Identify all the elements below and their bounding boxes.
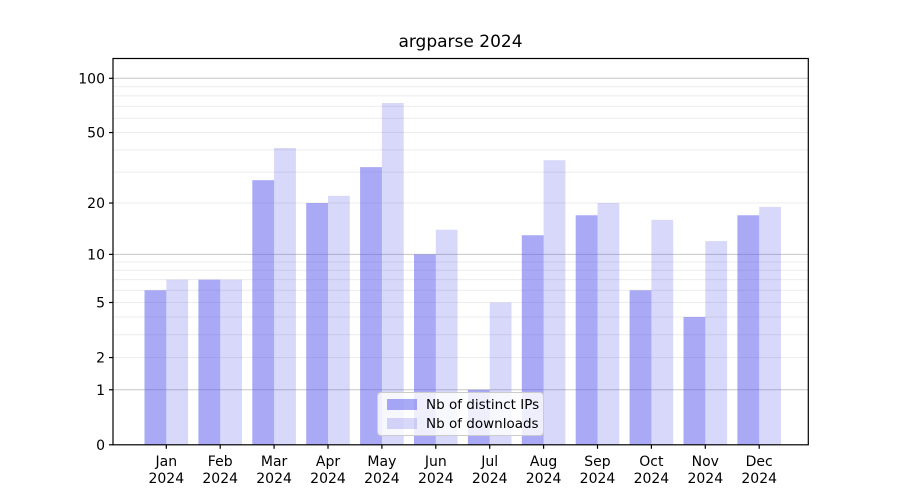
y-tick-label: 1	[96, 383, 105, 399]
x-tick-label-year: 2024	[634, 471, 670, 487]
bar-downloads-mar	[274, 147, 296, 445]
x-tick-label-year: 2024	[418, 471, 454, 487]
y-tick-label: 10	[87, 247, 105, 263]
x-tick-label-year: 2024	[310, 471, 346, 487]
bar-distinct-ips-apr	[306, 203, 328, 445]
chart-title: argparse 2024	[398, 32, 523, 52]
legend-item-downloads: Nb of downloads	[387, 416, 539, 432]
legend-label-downloads: Nb of downloads	[426, 415, 539, 432]
legend-label-distinct-ips: Nb of distinct IPs	[426, 396, 540, 413]
x-tick-label-month: Aug	[530, 454, 557, 470]
x-tick-label-month: Sep	[584, 454, 611, 470]
bar-downloads-aug	[543, 160, 566, 445]
x-tick-label-month: Feb	[208, 454, 233, 470]
y-tick-label: 50	[87, 126, 105, 142]
bar-distinct-ips-mar	[252, 180, 275, 445]
x-tick-label-year: 2024	[364, 471, 400, 487]
x-tick-label-year: 2024	[687, 471, 723, 487]
x-tick-label-month: May	[367, 454, 396, 470]
bar-downloads-sep	[597, 203, 620, 445]
y-tick-label: 0	[96, 438, 105, 454]
y-tick-label: 100	[78, 71, 105, 87]
x-tick-label-year: 2024	[741, 471, 777, 487]
bar-downloads-dec	[759, 206, 781, 445]
x-tick-label-month: Jun	[424, 454, 447, 470]
x-tick-label-month: Jul	[480, 454, 498, 470]
x-tick-label-month: Dec	[746, 454, 773, 470]
y-tick-label: 5	[96, 296, 105, 312]
bar-downloads-may	[381, 103, 404, 445]
bar-distinct-ips-oct	[629, 290, 652, 445]
bar-downloads-apr	[328, 195, 350, 445]
bar-downloads-feb	[220, 279, 242, 445]
bar-downloads-jun	[435, 229, 458, 445]
x-tick-label-month: Nov	[692, 454, 719, 470]
bar-downloads-oct	[651, 219, 674, 445]
legend: Nb of distinct IPs Nb of downloads	[377, 392, 544, 436]
x-tick-label-month: Oct	[639, 454, 664, 470]
bar-distinct-ips-sep	[575, 215, 598, 445]
legend-swatch-distinct-ips	[387, 399, 417, 410]
bar-distinct-ips-dec	[737, 215, 760, 445]
bar-distinct-ips-may	[360, 167, 382, 445]
bar-distinct-ips-jan	[144, 290, 167, 445]
x-tick-label-month: Mar	[261, 454, 288, 470]
x-tick-label-year: 2024	[526, 471, 562, 487]
bar-downloads-nov	[705, 241, 728, 445]
x-tick-label-year: 2024	[202, 471, 238, 487]
x-tick-label-year: 2024	[148, 471, 184, 487]
legend-item-distinct-ips: Nb of distinct IPs	[387, 397, 539, 413]
bar-distinct-ips-nov	[683, 316, 706, 445]
bar-downloads-jan	[166, 279, 189, 445]
plot-border	[112, 57, 809, 446]
x-tick-label-year: 2024	[472, 471, 508, 487]
y-tick-label: 2	[96, 351, 105, 367]
x-tick-label-year: 2024	[256, 471, 292, 487]
legend-swatch-downloads	[387, 418, 417, 429]
x-tick-label-month: Apr	[316, 454, 340, 470]
x-tick-label-month: Jan	[155, 454, 178, 470]
y-tick-label: 20	[87, 196, 105, 212]
x-tick-label-year: 2024	[580, 471, 616, 487]
bar-distinct-ips-feb	[198, 279, 221, 445]
